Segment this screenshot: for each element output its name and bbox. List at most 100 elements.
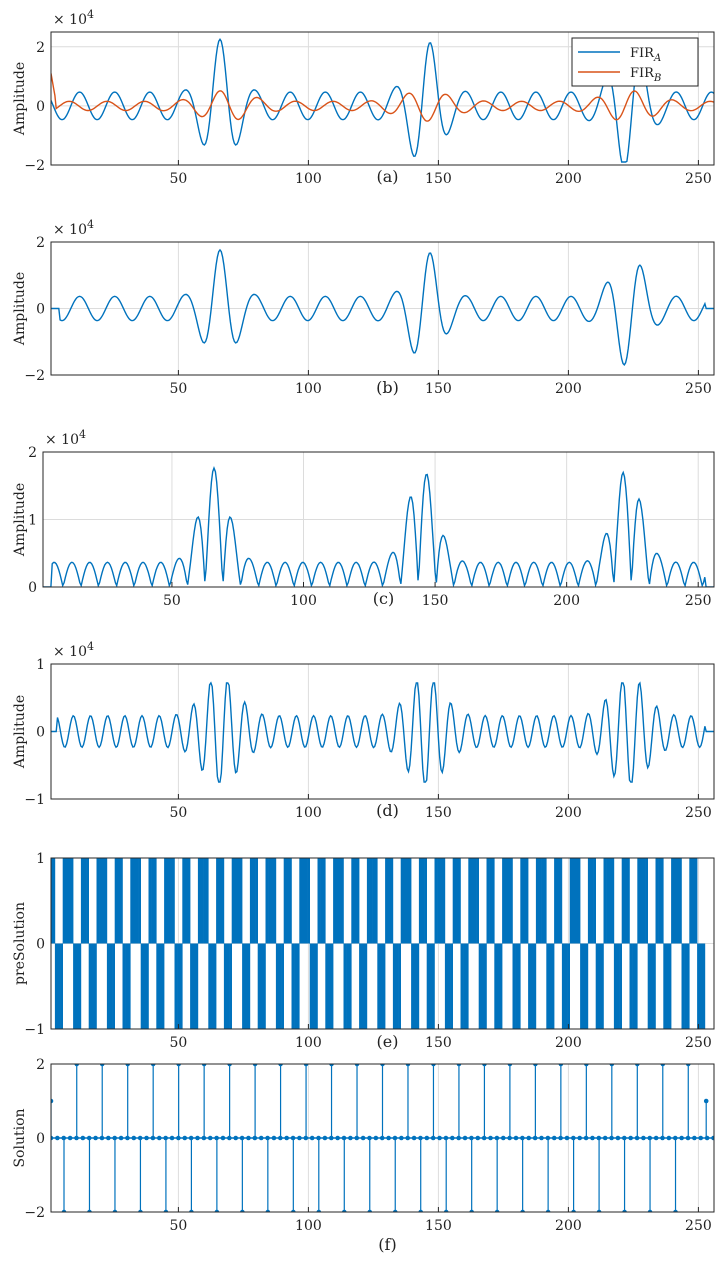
stem-marker bbox=[367, 1209, 373, 1212]
bar bbox=[426, 943, 430, 1029]
bar bbox=[442, 858, 446, 944]
x-tick-label: 50 bbox=[169, 1218, 187, 1234]
bar bbox=[140, 943, 144, 1029]
exponent-label: × 104 bbox=[53, 218, 94, 238]
stem-marker bbox=[482, 1064, 487, 1067]
stem-marker bbox=[214, 1209, 220, 1212]
bar bbox=[73, 943, 76, 1029]
bar bbox=[613, 943, 617, 1029]
panel-a: 50 100 150 200 250−202× 104Amplitude(a)FIRAF… bbox=[12, 8, 715, 187]
stem-marker bbox=[99, 1064, 105, 1067]
bar bbox=[62, 858, 66, 944]
x-tick-label: 150 bbox=[425, 171, 452, 187]
bar bbox=[699, 943, 703, 1029]
bar bbox=[307, 858, 310, 944]
bar bbox=[694, 858, 698, 944]
bar bbox=[660, 858, 664, 944]
panel-caption: (b) bbox=[376, 378, 399, 397]
y-tick-label: −2 bbox=[24, 158, 45, 174]
legend-subscript: B bbox=[653, 73, 661, 84]
bar bbox=[151, 858, 154, 944]
bar bbox=[317, 858, 321, 944]
bar bbox=[322, 858, 326, 944]
y-tick-label: −1 bbox=[24, 1022, 45, 1038]
bar bbox=[434, 858, 438, 944]
legend-label: FIRA bbox=[630, 46, 661, 64]
bar bbox=[112, 943, 115, 1029]
bar bbox=[541, 858, 544, 944]
bar bbox=[476, 858, 479, 944]
bar bbox=[283, 858, 287, 944]
bar bbox=[291, 943, 295, 1029]
bar bbox=[637, 858, 641, 944]
bar bbox=[320, 858, 323, 944]
bar bbox=[187, 858, 191, 944]
x-tick-label: 250 bbox=[685, 1218, 712, 1234]
bar bbox=[200, 858, 204, 944]
bar bbox=[127, 943, 131, 1029]
stem-marker bbox=[189, 1209, 194, 1212]
bar bbox=[299, 858, 303, 944]
x-tick-label: 100 bbox=[290, 593, 317, 609]
bar bbox=[413, 943, 417, 1029]
bar bbox=[390, 858, 394, 944]
bar bbox=[195, 943, 199, 1029]
stem-marker bbox=[507, 1064, 513, 1067]
bar bbox=[223, 943, 227, 1029]
bar bbox=[429, 943, 433, 1029]
bar bbox=[226, 943, 230, 1029]
bar bbox=[288, 858, 292, 944]
bar bbox=[608, 858, 612, 944]
bar bbox=[67, 858, 71, 944]
x-tick-label: 200 bbox=[553, 593, 580, 609]
bar bbox=[546, 943, 550, 1029]
bar bbox=[52, 858, 56, 944]
bar bbox=[161, 943, 165, 1029]
stem-marker bbox=[303, 1064, 309, 1067]
bar bbox=[528, 943, 531, 1029]
bar bbox=[294, 943, 297, 1029]
bar bbox=[470, 858, 474, 944]
bar bbox=[655, 858, 659, 944]
axes-box bbox=[50, 31, 715, 166]
bar bbox=[483, 943, 487, 1029]
bar bbox=[619, 943, 622, 1029]
bar bbox=[138, 858, 141, 944]
bar bbox=[538, 858, 542, 944]
bar bbox=[51, 858, 53, 944]
bar bbox=[504, 858, 508, 944]
bar bbox=[96, 858, 100, 944]
bar bbox=[616, 943, 620, 1029]
bar bbox=[559, 858, 563, 944]
bar bbox=[572, 858, 576, 944]
bar bbox=[164, 858, 167, 944]
bar bbox=[270, 858, 274, 944]
panel-f: 50 100 150 200 250 −2 0 2 Solution (f) bbox=[12, 1057, 715, 1254]
y-tick-label: 2 bbox=[28, 445, 37, 461]
x-tick-label: 200 bbox=[555, 381, 582, 397]
bar bbox=[418, 858, 422, 944]
bar bbox=[145, 943, 149, 1029]
y-axis-label: Amplitude bbox=[12, 483, 28, 557]
bar bbox=[205, 858, 209, 944]
bar bbox=[494, 943, 498, 1029]
bar bbox=[457, 858, 461, 944]
bar bbox=[99, 858, 102, 944]
legend: FIRA FIRB bbox=[571, 37, 699, 87]
y-tick-label: 2 bbox=[36, 235, 45, 251]
x-tick-label: 150 bbox=[425, 805, 452, 821]
stem-marker bbox=[685, 1064, 691, 1067]
legend-box bbox=[571, 37, 699, 87]
y-tick-label: 0 bbox=[36, 1131, 45, 1147]
bar bbox=[182, 858, 186, 944]
bar bbox=[340, 858, 344, 944]
bar bbox=[88, 943, 92, 1029]
x-tick-label: 150 bbox=[422, 593, 449, 609]
bar bbox=[689, 858, 693, 944]
stem-marker bbox=[571, 1209, 576, 1212]
bar bbox=[502, 858, 505, 944]
stem-marker bbox=[252, 1064, 258, 1067]
x-tick-label: 250 bbox=[685, 593, 712, 609]
bar bbox=[421, 858, 425, 944]
x-tick-label: 100 bbox=[295, 1218, 322, 1234]
